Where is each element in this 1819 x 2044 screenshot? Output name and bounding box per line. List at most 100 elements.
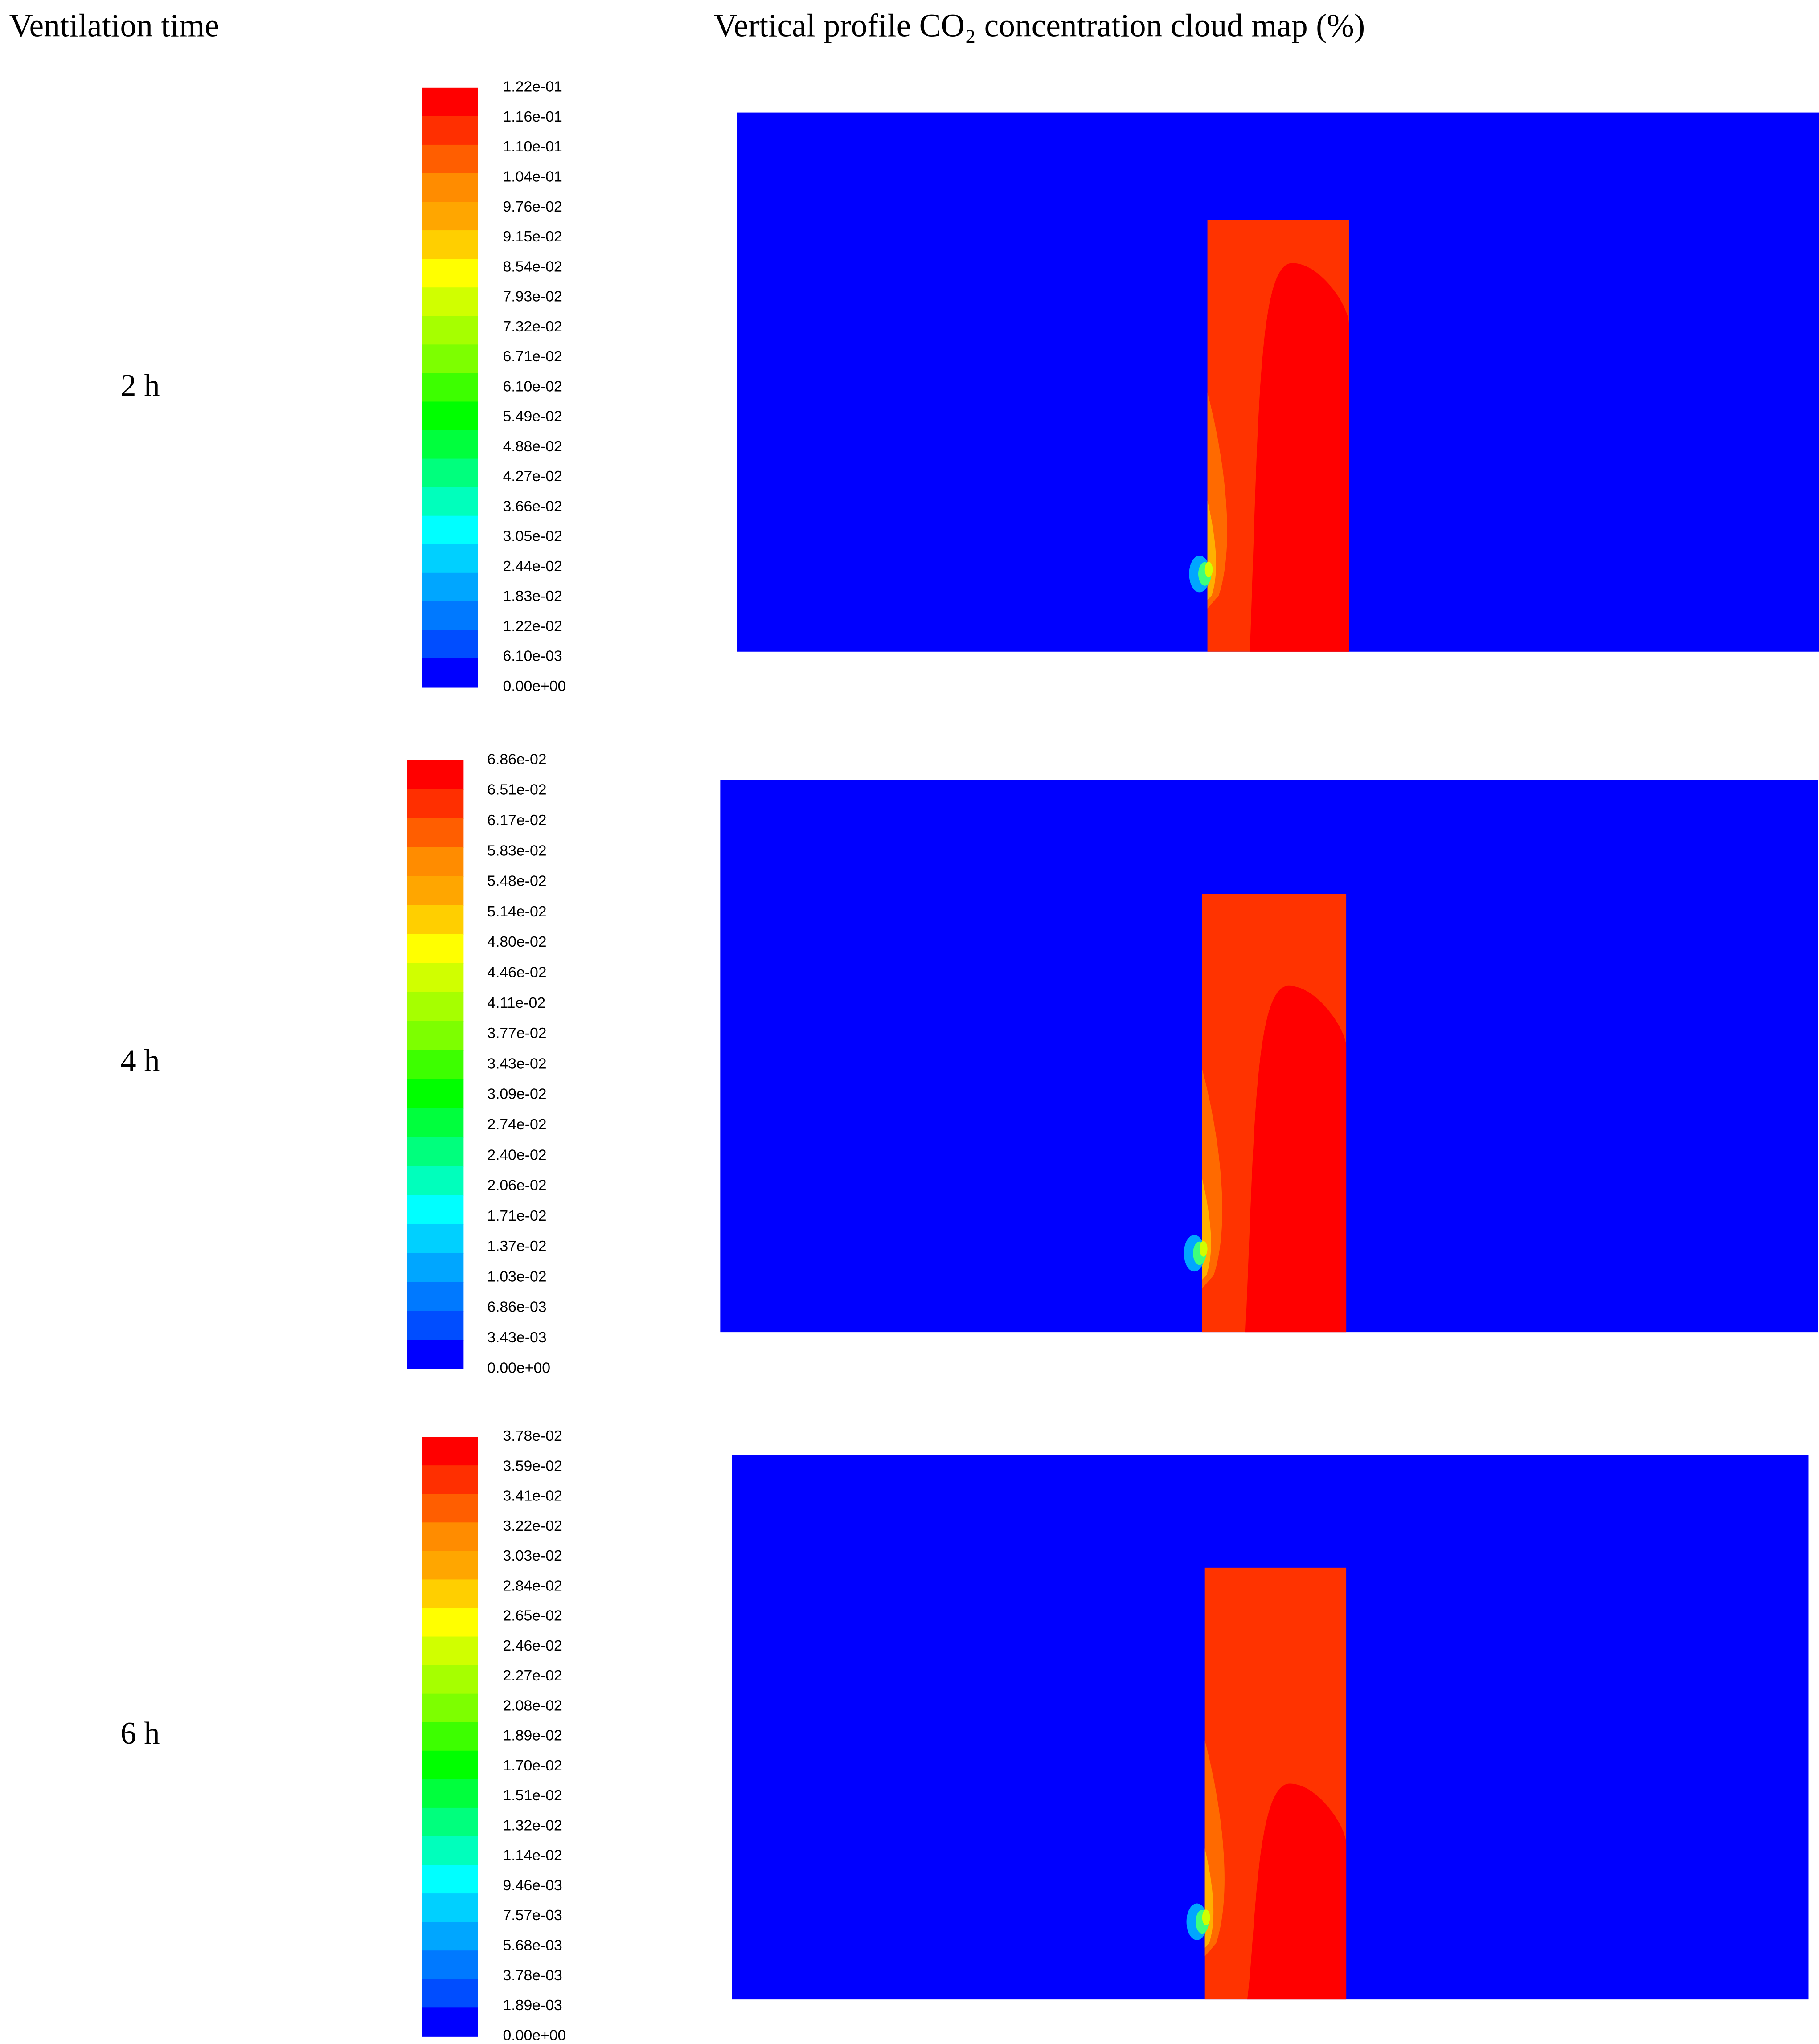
colorbar-label: 3.43e-03 — [487, 1329, 546, 1346]
colorbar-label: 1.16e-01 — [503, 108, 562, 125]
colorbar-band — [422, 1636, 478, 1666]
colorbar-label: 1.89e-03 — [503, 1997, 562, 2014]
colorbar-label: 7.32e-02 — [503, 318, 562, 335]
colorbar-band — [422, 1865, 478, 1894]
contour-blob — [1204, 561, 1213, 578]
colorbar-band — [422, 344, 478, 374]
colorbar-band — [422, 2007, 478, 2037]
colorbar-band — [407, 1195, 464, 1225]
colorbar-label: 4.27e-02 — [503, 468, 562, 485]
colorbar-band — [422, 1779, 478, 1809]
colorbar-label: 2.08e-02 — [503, 1697, 562, 1714]
colorbar-band — [422, 430, 478, 460]
colorbar-label: 4.88e-02 — [503, 438, 562, 455]
colorbar-label: 4.80e-02 — [487, 933, 546, 950]
colorbar-band — [422, 572, 478, 602]
colorbar-label: 6.10e-02 — [503, 378, 562, 395]
colorbar-band — [422, 515, 478, 545]
colorbar-label: 7.93e-02 — [503, 288, 562, 305]
colorbar-band — [422, 1693, 478, 1723]
colorbar-band — [422, 287, 478, 317]
colorbar-band — [422, 1807, 478, 1837]
colorbar-label: 3.22e-02 — [503, 1517, 562, 1534]
colorbar-band — [407, 1253, 464, 1283]
contour-blob — [1202, 1909, 1210, 1925]
colorbar-label: 3.41e-02 — [503, 1488, 562, 1504]
colorbar-band — [422, 601, 478, 631]
colorbar-band — [407, 934, 464, 964]
colorbar-band — [422, 1950, 478, 1980]
colorbar-label: 2.46e-02 — [503, 1637, 562, 1654]
contour-plume — [1250, 263, 1349, 652]
colorbar-band — [422, 1579, 478, 1609]
colorbar-band — [407, 1166, 464, 1196]
colorbar-label: 1.32e-02 — [503, 1817, 562, 1834]
time-label: 6 h — [120, 1716, 160, 1751]
column-header: Vertical profile CO₂ concentration cloud… — [714, 7, 1365, 43]
colorbar-label: 1.22e-02 — [503, 617, 562, 634]
colorbar-band — [422, 373, 478, 402]
colorbar-band — [407, 905, 464, 935]
colorbar-band — [422, 458, 478, 488]
contour-blob — [1199, 1241, 1208, 1257]
colorbar-band — [407, 760, 464, 790]
contour-plume — [1245, 985, 1347, 1333]
colorbar-label: 2.06e-02 — [487, 1177, 546, 1194]
colorbar-band — [422, 1494, 478, 1523]
colorbar-band — [407, 1311, 464, 1341]
colorbar-band — [407, 876, 464, 906]
colorbar-label: 2.40e-02 — [487, 1146, 546, 1163]
colorbar-label: 3.43e-02 — [487, 1055, 546, 1072]
colorbar-band — [422, 116, 478, 146]
colorbar-label: 0.00e+00 — [503, 678, 566, 695]
colorbar-label: 9.46e-03 — [503, 1877, 562, 1894]
colorbar-label: 2.84e-02 — [503, 1577, 562, 1594]
colorbar-label: 5.48e-02 — [487, 873, 546, 890]
colorbar-label: 3.59e-02 — [503, 1457, 562, 1474]
colorbar-band — [422, 1922, 478, 1951]
colorbar-label: 1.04e-01 — [503, 168, 562, 185]
colorbar-label: 7.57e-03 — [503, 1907, 562, 1924]
colorbar-band — [422, 1722, 478, 1752]
colorbar-label: 1.71e-02 — [487, 1207, 546, 1224]
colorbar-label: 5.68e-03 — [503, 1937, 562, 1954]
colorbar-label: 5.49e-02 — [503, 408, 562, 425]
colorbar-band — [422, 1979, 478, 2008]
colorbar-band — [422, 487, 478, 517]
colorbar-band — [407, 847, 464, 877]
colorbar-band — [422, 401, 478, 431]
colorbar-label: 9.15e-02 — [503, 228, 562, 245]
colorbar-band — [422, 144, 478, 174]
colorbar-band — [407, 789, 464, 819]
colorbar-label: 1.51e-02 — [503, 1787, 562, 1804]
colorbar-label: 6.86e-03 — [487, 1299, 546, 1316]
colorbar-label: 1.70e-02 — [503, 1757, 562, 1774]
colorbar-label: 3.03e-02 — [503, 1547, 562, 1564]
column-header: Ventilation time — [9, 7, 219, 43]
colorbar-label: 2.65e-02 — [503, 1607, 562, 1624]
colorbar-band — [407, 992, 464, 1022]
colorbar-band — [422, 87, 478, 117]
colorbar-label: 1.89e-02 — [503, 1727, 562, 1744]
colorbar-label: 6.86e-02 — [487, 751, 546, 768]
colorbar-band — [422, 1465, 478, 1495]
colorbar-band — [422, 202, 478, 231]
colorbar-band — [407, 1282, 464, 1312]
colorbar-band — [422, 1522, 478, 1552]
colorbar-label: 1.37e-02 — [487, 1238, 546, 1255]
colorbar-band — [422, 230, 478, 260]
colorbar-label: 1.03e-02 — [487, 1268, 546, 1285]
colorbar-label: 4.11e-02 — [487, 994, 545, 1011]
colorbar-band — [422, 1893, 478, 1923]
colorbar-band — [422, 1551, 478, 1580]
colorbar-label: 1.22e-01 — [503, 78, 562, 95]
colorbar-label: 3.05e-02 — [503, 528, 562, 545]
colorbar-label: 2.74e-02 — [487, 1116, 546, 1133]
colorbar-label: 1.14e-02 — [503, 1847, 562, 1864]
colorbar-band — [407, 1021, 464, 1051]
colorbar-label: 1.83e-02 — [503, 588, 562, 605]
colorbar-band — [422, 1608, 478, 1638]
time-label: 2 h — [120, 368, 160, 403]
colorbar-label: 8.54e-02 — [503, 258, 562, 275]
